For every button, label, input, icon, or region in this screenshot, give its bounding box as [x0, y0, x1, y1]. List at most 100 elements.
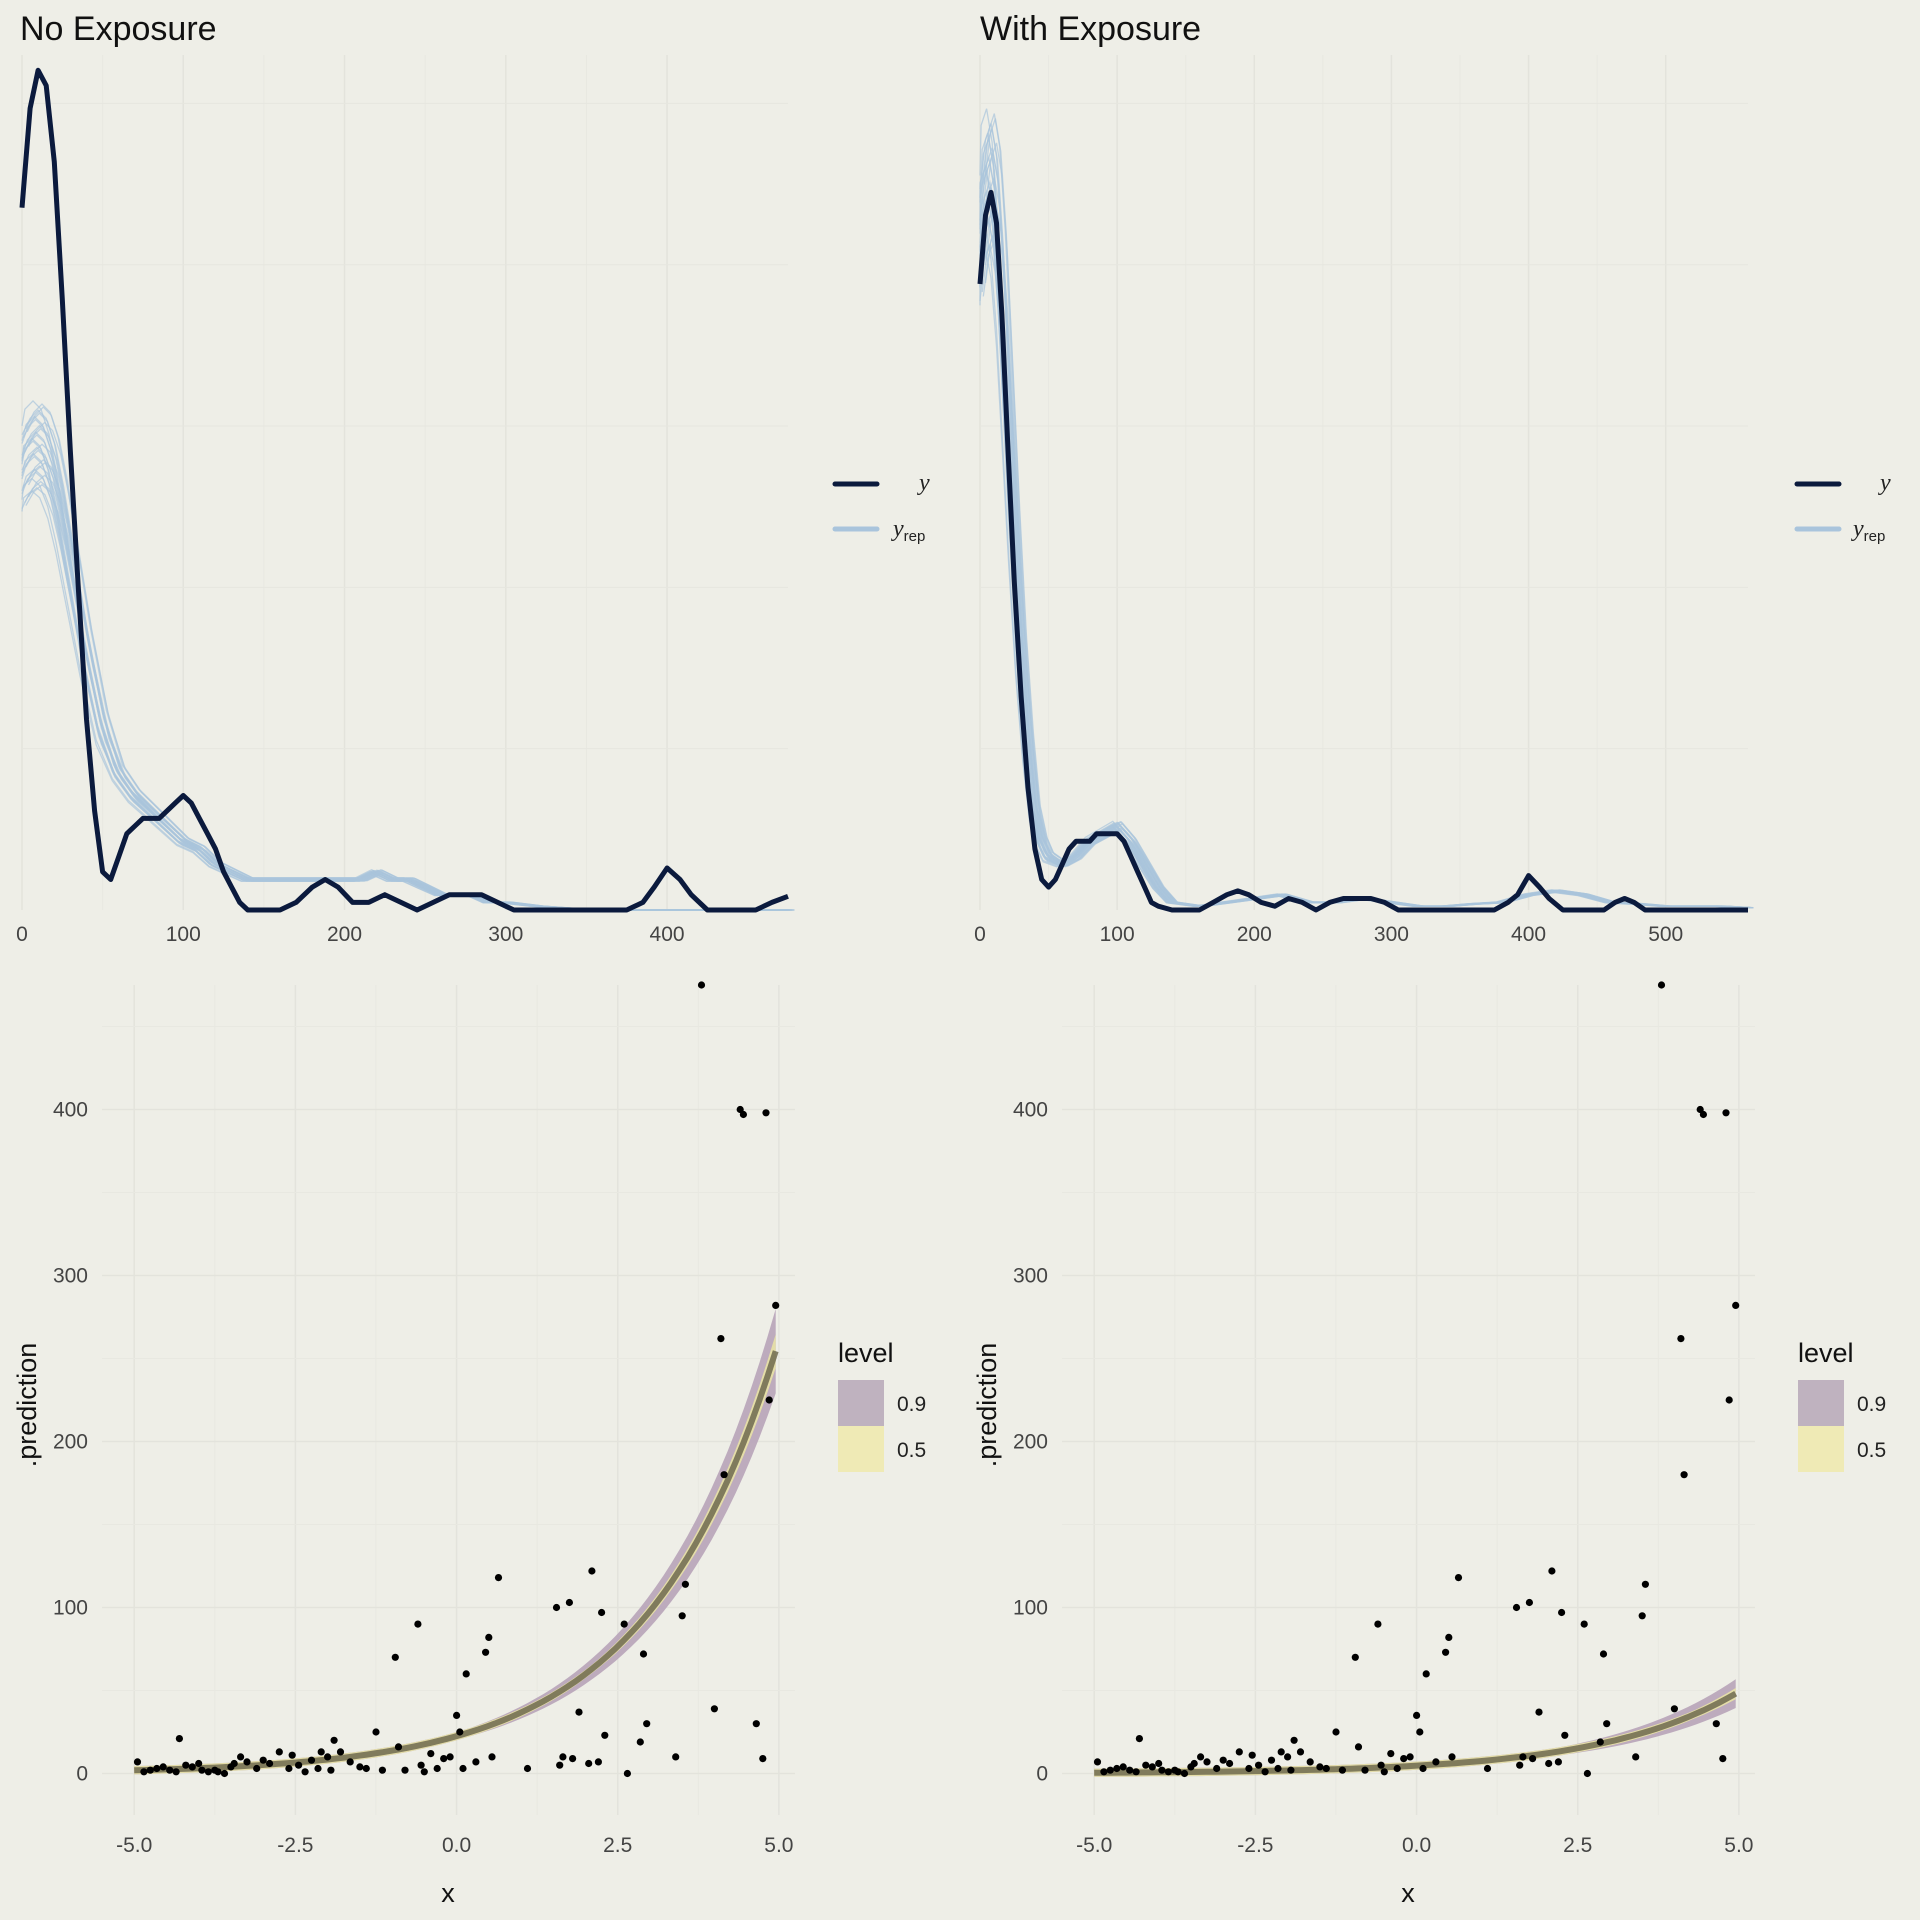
data-point — [1132, 1768, 1140, 1776]
data-point — [166, 1766, 174, 1774]
data-point — [739, 1110, 748, 1119]
data-point — [275, 1748, 283, 1756]
data-point — [1732, 1301, 1740, 1309]
legend-title-level: level — [838, 1338, 894, 1368]
x-tick-label: 500 — [1648, 923, 1683, 946]
data-point — [1519, 1753, 1527, 1761]
y-tick-label: 0 — [1036, 1763, 1048, 1786]
data-point — [356, 1763, 364, 1771]
data-point — [307, 1756, 316, 1764]
legend-level-2: level 0.9 0.5 — [1798, 1338, 1886, 1472]
data-point — [772, 1301, 780, 1309]
x-tick-label: 200 — [1237, 923, 1272, 946]
data-point — [601, 1731, 609, 1739]
data-point — [681, 1580, 690, 1588]
data-point — [752, 1720, 760, 1728]
data-point — [494, 1574, 503, 1582]
x-tick-label: 0.0 — [442, 1834, 471, 1857]
x-tick-labels: -5.0 -2.5 0.0 2.5 5.0 — [1076, 1834, 1753, 1857]
legend-title-level: level — [1798, 1338, 1854, 1368]
data-point — [1155, 1759, 1163, 1768]
data-point — [146, 1766, 154, 1774]
data-point — [330, 1736, 338, 1744]
x-tick-label: 2.5 — [1563, 1834, 1592, 1857]
data-point — [672, 1753, 680, 1761]
x-tick-label: 100 — [166, 923, 201, 946]
y-tick-label: 300 — [53, 1265, 88, 1288]
legend-label-yrep: yrep — [891, 516, 925, 545]
data-point — [1361, 1766, 1369, 1774]
data-point — [1190, 1759, 1198, 1768]
data-point — [1529, 1755, 1537, 1763]
y-tick-label: 0 — [76, 1763, 88, 1786]
data-point — [1393, 1764, 1401, 1773]
data-point — [288, 1751, 296, 1759]
data-point — [1387, 1750, 1395, 1758]
data-point — [420, 1768, 428, 1776]
data-point — [1632, 1753, 1640, 1761]
observed-points — [133, 981, 780, 1778]
data-point — [1158, 1766, 1166, 1774]
data-point — [324, 1753, 332, 1761]
data-point — [678, 1612, 686, 1620]
data-point — [623, 1769, 632, 1778]
data-point — [1599, 1650, 1608, 1658]
data-point — [259, 1756, 267, 1764]
legend-density-2: y yrep — [1794, 470, 1891, 545]
data-point — [1135, 1735, 1143, 1743]
data-point — [1448, 1753, 1456, 1761]
grid-lines — [21, 55, 788, 910]
data-point — [472, 1758, 480, 1766]
legend-density-1: y yrep — [832, 470, 930, 545]
grid-lines — [979, 55, 1748, 910]
data-point — [414, 1620, 422, 1628]
data-point — [372, 1728, 380, 1736]
data-point — [1174, 1768, 1182, 1776]
x-tick-label: -5.0 — [1076, 1834, 1112, 1857]
observed-points — [1093, 981, 1740, 1778]
data-point — [394, 1743, 403, 1751]
data-point — [1416, 1728, 1424, 1736]
data-point — [1483, 1764, 1492, 1773]
data-point — [1380, 1768, 1388, 1776]
legend-swatch-0-9 — [1798, 1380, 1844, 1426]
data-point — [1432, 1758, 1440, 1766]
y-tick-labels: 0 100 200 300 400 — [53, 1099, 88, 1786]
data-point — [1119, 1763, 1127, 1771]
data-point — [1248, 1751, 1256, 1759]
data-point — [1290, 1736, 1298, 1744]
data-point — [1235, 1748, 1243, 1756]
data-point — [1596, 1738, 1604, 1746]
x-axis-title: x — [1401, 1878, 1415, 1908]
data-point — [697, 981, 706, 989]
grid-lines — [1062, 985, 1755, 1815]
data-point — [710, 1705, 719, 1713]
data-point — [220, 1769, 229, 1778]
x-tick-labels: 0 100 200 300 400 500 — [974, 923, 1683, 946]
data-point — [523, 1764, 532, 1773]
data-point — [488, 1753, 496, 1761]
data-point — [720, 1471, 728, 1479]
panel-title-no-exposure: No Exposure — [20, 10, 217, 48]
data-point — [1338, 1766, 1346, 1774]
data-point — [1722, 1109, 1730, 1117]
data-point — [1561, 1731, 1569, 1739]
data-point — [1277, 1748, 1285, 1756]
data-point — [1142, 1761, 1150, 1769]
legend-swatch-0-5 — [1798, 1426, 1844, 1472]
x-tick-label: 5.0 — [764, 1834, 793, 1857]
data-point — [1512, 1603, 1521, 1612]
x-tick-label: 300 — [1374, 923, 1409, 946]
data-point — [204, 1768, 212, 1776]
data-point — [301, 1768, 309, 1776]
data-point — [594, 1758, 603, 1766]
data-point — [391, 1653, 399, 1661]
panel-scatter-with-exposure: -5.0 -2.5 0.0 2.5 5.0 0 100 200 300 400 x .predi… — [972, 981, 1886, 1908]
data-point — [1699, 1110, 1707, 1119]
data-point — [1126, 1766, 1134, 1774]
legend-label-yrep: yrep — [1851, 516, 1885, 545]
data-point — [214, 1768, 222, 1776]
data-point — [1445, 1633, 1453, 1641]
x-axis-title: x — [441, 1878, 455, 1908]
data-point — [552, 1603, 561, 1612]
